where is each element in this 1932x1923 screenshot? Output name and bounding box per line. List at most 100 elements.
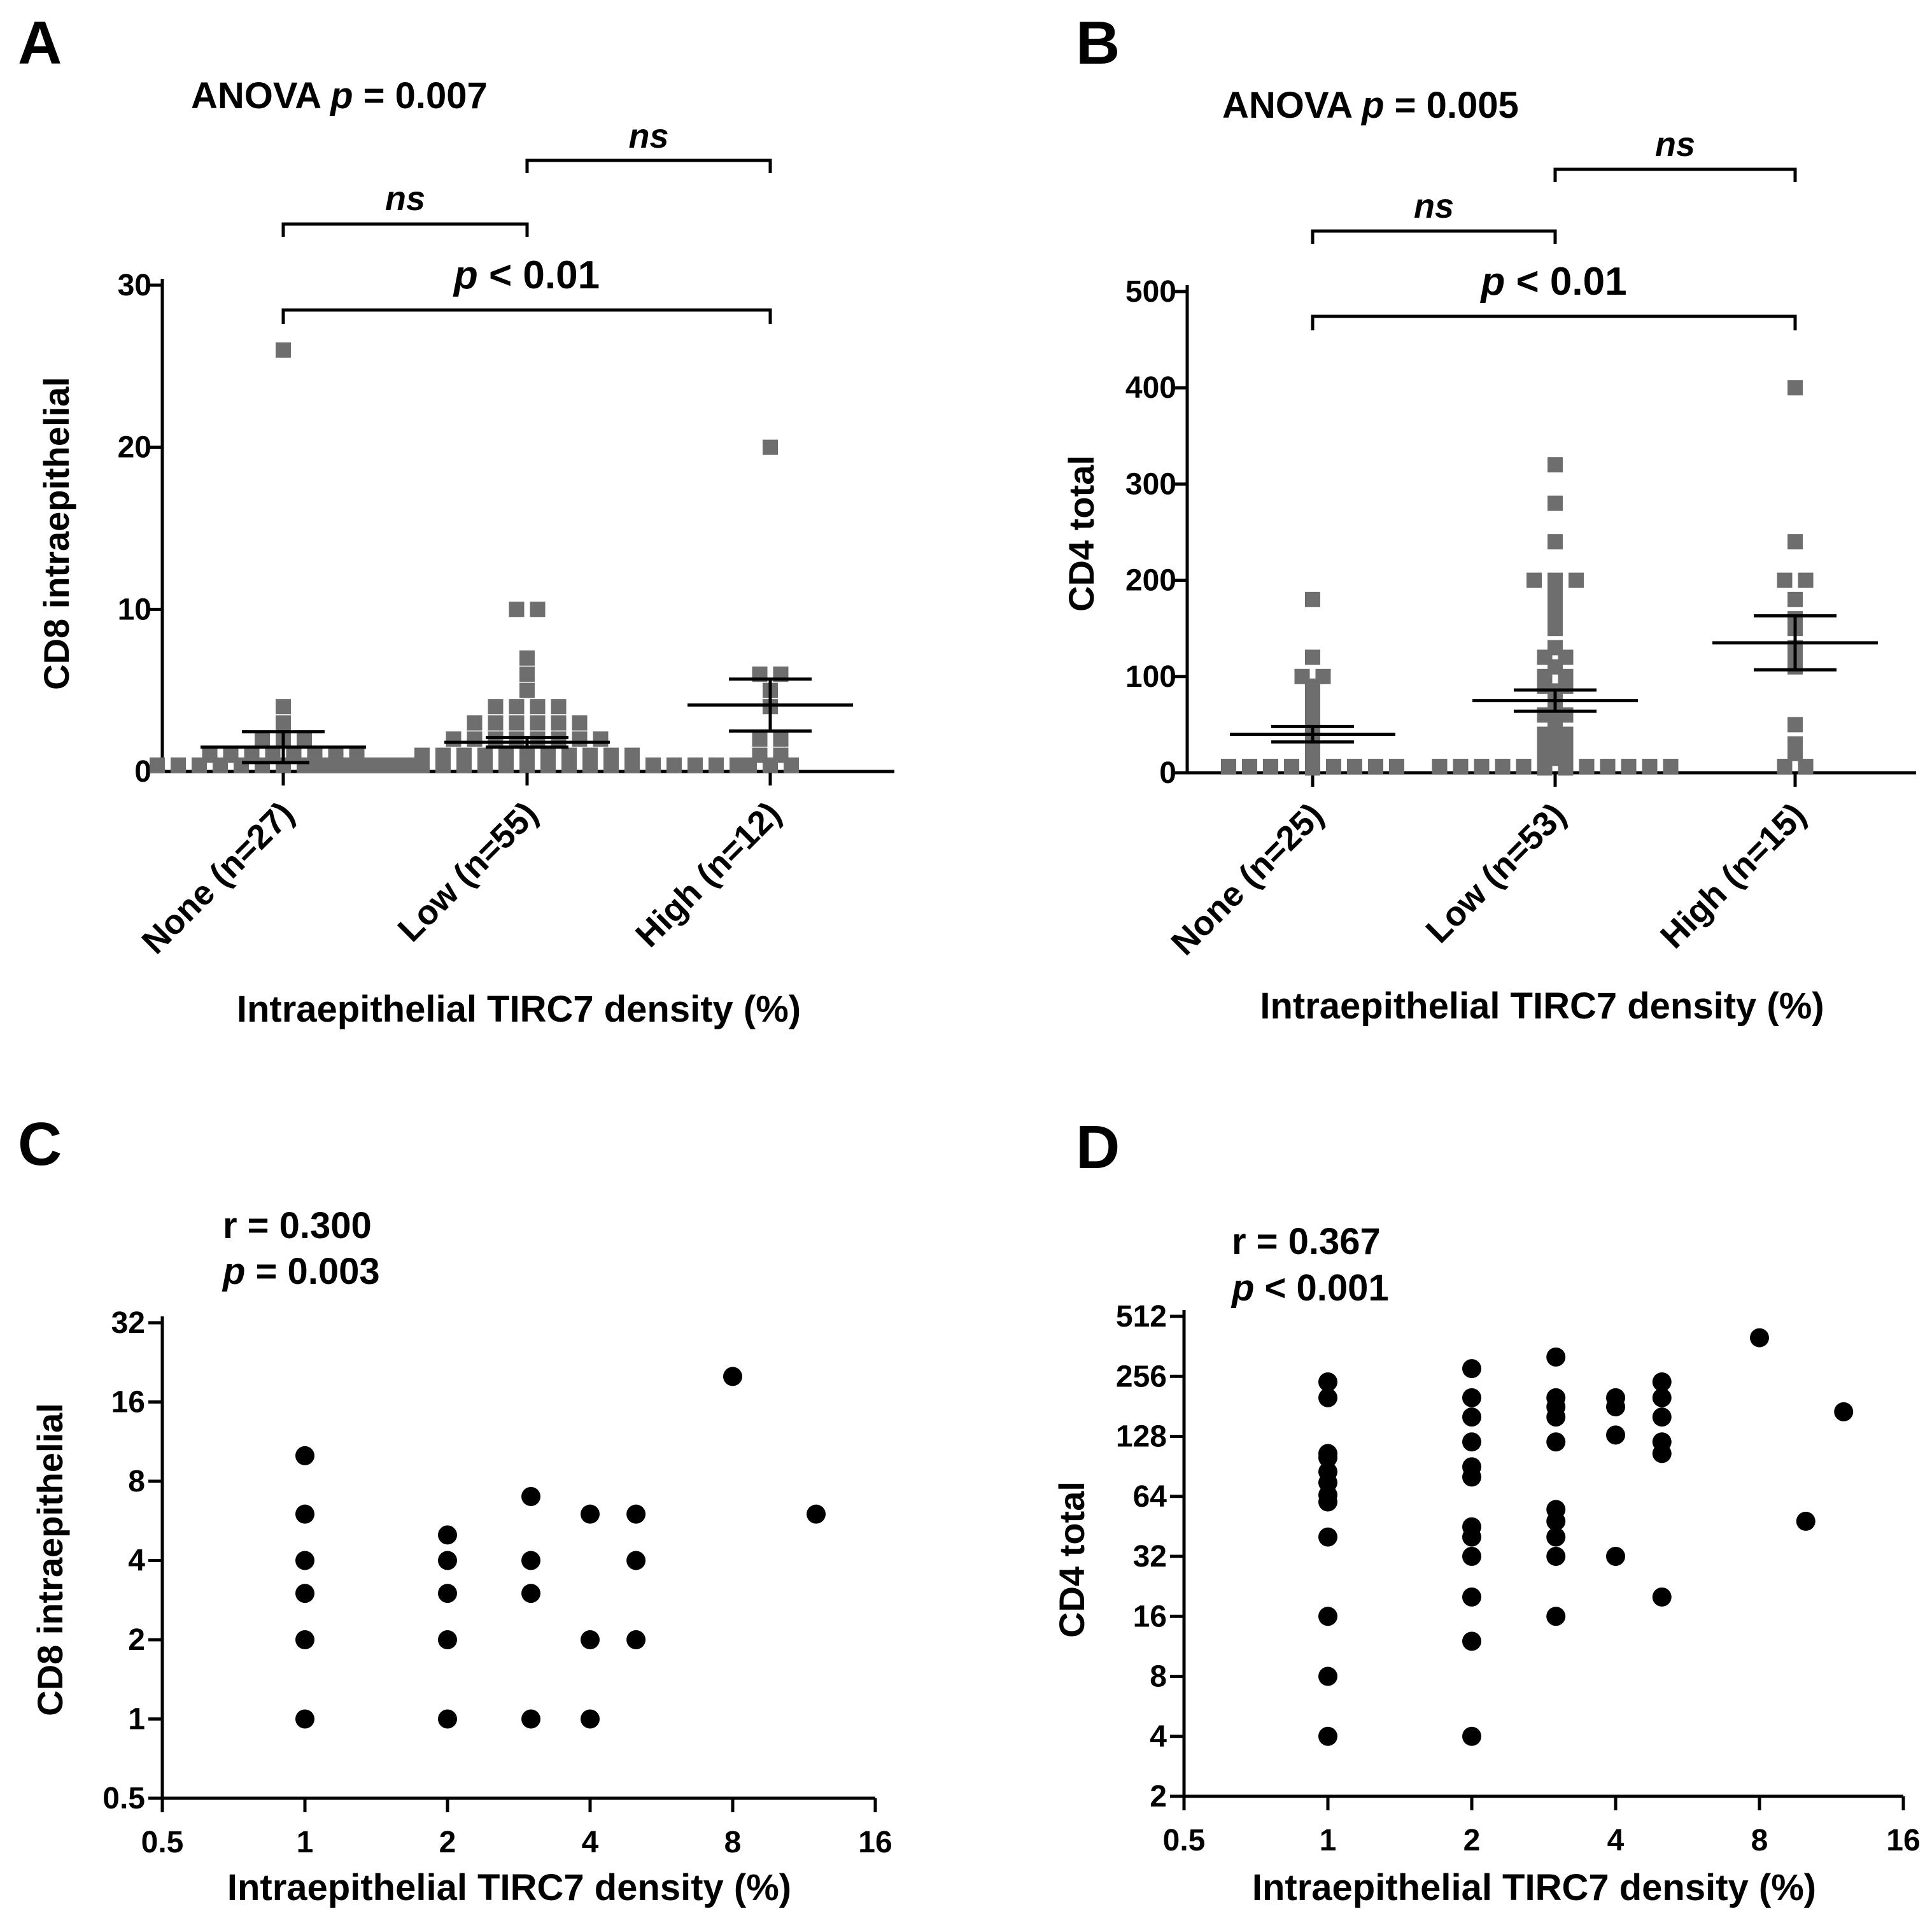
data-point xyxy=(276,715,291,731)
data-point xyxy=(1263,759,1278,774)
data-point xyxy=(645,757,661,773)
correlation-r: r = 0.367 xyxy=(1232,1221,1381,1262)
data-point xyxy=(581,1709,600,1729)
panel-c: Cr = 0.300 p = 0.003 0.5 1 2 4 8 16 32 CD8 intrae… xyxy=(18,1110,892,1908)
panel-label: C xyxy=(18,1110,62,1178)
y-tick-label: 1 xyxy=(128,1703,145,1736)
data-point xyxy=(1546,1547,1566,1566)
data-point xyxy=(1347,759,1362,774)
data-point xyxy=(582,747,598,763)
data-point xyxy=(530,731,546,747)
x-tick-label: 0.5 xyxy=(141,1826,184,1859)
x-category-label: High (n=15) xyxy=(1653,796,1813,955)
data-point xyxy=(1652,1407,1672,1427)
data-point xyxy=(1318,1462,1337,1482)
data-point xyxy=(295,1630,314,1649)
significance-bracket xyxy=(1311,314,1797,330)
data-point xyxy=(276,342,291,358)
data-point xyxy=(540,747,556,763)
data-point xyxy=(1750,1328,1769,1348)
y-tick-label: 32 xyxy=(1133,1540,1167,1574)
data-point xyxy=(626,1630,646,1649)
data-point xyxy=(581,1504,600,1524)
data-point xyxy=(1453,759,1469,774)
data-point xyxy=(1787,591,1803,607)
data-point xyxy=(530,715,546,731)
data-point xyxy=(1548,495,1563,511)
data-point xyxy=(295,1709,314,1729)
data-point xyxy=(593,731,609,747)
y-tick-label: 300 xyxy=(1125,467,1176,501)
data-point xyxy=(1834,1402,1854,1421)
data-point xyxy=(1462,1432,1481,1452)
data-point xyxy=(1652,1432,1672,1452)
y-tick-label: 2 xyxy=(128,1623,145,1657)
y-tick-label: 8 xyxy=(1150,1660,1167,1694)
y-tick-label: 128 xyxy=(1116,1420,1167,1454)
data-point xyxy=(351,757,367,773)
data-point xyxy=(1462,1407,1481,1427)
data-point xyxy=(1318,1527,1337,1547)
data-point xyxy=(414,747,430,763)
data-point xyxy=(521,1486,541,1506)
data-point xyxy=(687,757,703,773)
data-point xyxy=(773,731,789,747)
x-category-label: None (n=25) xyxy=(1164,796,1330,962)
panel-a: A ANOVA p = 0.007 0 10 20 30 CD8 intraepitheli… xyxy=(18,9,894,1030)
data-point xyxy=(626,1551,646,1570)
data-point xyxy=(295,1446,314,1465)
data-point xyxy=(477,747,493,763)
y-tick-label: 10 xyxy=(118,593,152,626)
significance-label: ns xyxy=(628,117,668,155)
data-point xyxy=(1462,1517,1481,1537)
data-point xyxy=(265,747,281,763)
data-point xyxy=(295,1584,314,1603)
data-point xyxy=(521,1584,541,1603)
data-point xyxy=(1368,759,1383,774)
significance-label: ns xyxy=(385,180,425,218)
panel-b: B ANOVA p = 0.005 0 100 200 300 400 500 CD4 tota… xyxy=(1061,9,1916,1027)
significance-bracket xyxy=(281,308,772,324)
significance-bracket xyxy=(281,222,529,237)
x-axis-title: Intraepithelial TIRC7 density (%) xyxy=(237,989,801,1030)
data-point xyxy=(1221,759,1236,774)
data-point xyxy=(438,1709,457,1729)
x-axis-title: Intraepithelial TIRC7 density (%) xyxy=(1260,985,1824,1027)
data-point xyxy=(519,682,535,698)
data-point xyxy=(438,1630,457,1649)
data-point xyxy=(1462,1587,1481,1607)
data-point xyxy=(372,757,388,773)
data-point xyxy=(223,747,239,763)
data-point xyxy=(1796,1511,1816,1531)
data-point xyxy=(438,1551,457,1570)
data-point xyxy=(519,650,535,666)
data-point xyxy=(1318,1607,1337,1626)
data-point xyxy=(1318,1372,1337,1392)
data-point xyxy=(488,699,504,715)
data-point xyxy=(666,757,682,773)
data-point xyxy=(1516,759,1532,774)
data-point xyxy=(561,747,577,763)
data-point xyxy=(551,699,567,715)
x-tick-label: 2 xyxy=(1463,1824,1481,1857)
y-tick-label: 20 xyxy=(118,431,152,465)
data-point xyxy=(1642,759,1658,774)
significance-label: p < 0.01 xyxy=(1479,260,1626,304)
data-point xyxy=(1462,1388,1481,1407)
y-tick-label: 512 xyxy=(1116,1300,1167,1334)
data-point xyxy=(1569,572,1584,588)
x-category-label: High (n=12) xyxy=(628,794,788,954)
data-point xyxy=(1462,1359,1481,1379)
data-point xyxy=(255,731,270,747)
significance-bracket xyxy=(1553,167,1797,182)
data-point xyxy=(603,747,619,763)
data-point xyxy=(572,715,588,731)
data-point xyxy=(752,731,768,747)
significance-label: ns xyxy=(1414,187,1454,225)
y-tick-label: 500 xyxy=(1125,275,1176,309)
significance-label: p < 0.01 xyxy=(453,253,600,297)
y-tick-label: 0 xyxy=(1159,756,1176,790)
data-point xyxy=(1787,380,1803,396)
data-point xyxy=(1798,759,1814,774)
data-point xyxy=(509,715,525,731)
